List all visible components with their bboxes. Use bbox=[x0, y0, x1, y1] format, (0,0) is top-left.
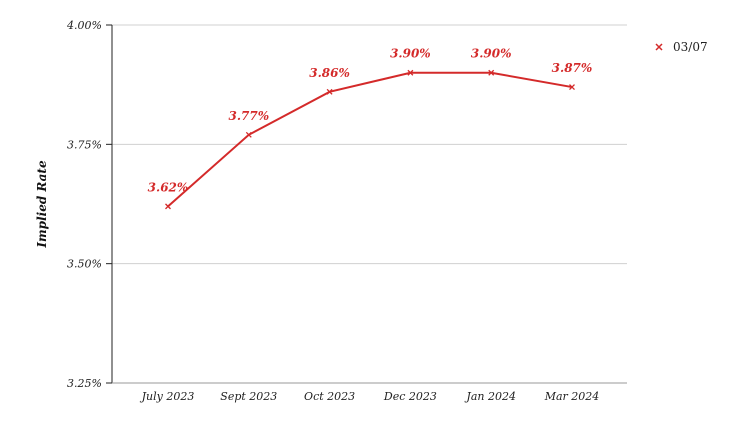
data-label: 3.77% bbox=[228, 109, 269, 123]
data-label: 3.86% bbox=[309, 66, 350, 80]
x-tick-label: Mar 2024 bbox=[544, 390, 600, 403]
grid-lines bbox=[112, 24, 627, 265]
y-tick-label: 4.00% bbox=[66, 19, 102, 32]
series-line bbox=[167, 71, 573, 208]
y-tick-label: 3.75% bbox=[67, 138, 102, 151]
data-label: 3.62% bbox=[148, 180, 189, 194]
legend-marker bbox=[655, 43, 663, 51]
y-tick-label: 3.50% bbox=[67, 258, 102, 271]
legend-label: 03/07 bbox=[673, 40, 708, 54]
y-tick-label: 3.25% bbox=[67, 377, 102, 390]
legend: 03/07 bbox=[655, 40, 708, 54]
series-group: 3.62% 3.77% 3.86% 3.90% 3.90% 3.87% bbox=[148, 47, 593, 210]
y-axis-label: Implied Rate bbox=[35, 160, 49, 249]
x-axis-ticks: July 2023 Sept 2023 Oct 2023 Dec 2023 Jan 20… bbox=[140, 390, 600, 403]
data-label: 3.90% bbox=[390, 47, 431, 61]
x-tick-label: July 2023 bbox=[140, 390, 195, 403]
data-point bbox=[407, 69, 414, 76]
data-label: 3.90% bbox=[471, 47, 512, 61]
y-axis-ticks: 3.25% 3.50% 3.75% 4.00% bbox=[66, 19, 112, 390]
data-point bbox=[488, 69, 495, 76]
x-tick-label: Dec 2023 bbox=[383, 390, 437, 403]
data-point bbox=[326, 88, 333, 95]
data-label: 3.87% bbox=[552, 61, 593, 75]
data-point bbox=[245, 131, 252, 138]
x-tick-label: Oct 2023 bbox=[304, 390, 355, 403]
x-tick-label: Jan 2024 bbox=[464, 390, 516, 403]
x-tick-label: Sept 2023 bbox=[220, 390, 277, 403]
data-point bbox=[165, 203, 171, 210]
data-point bbox=[569, 84, 575, 91]
